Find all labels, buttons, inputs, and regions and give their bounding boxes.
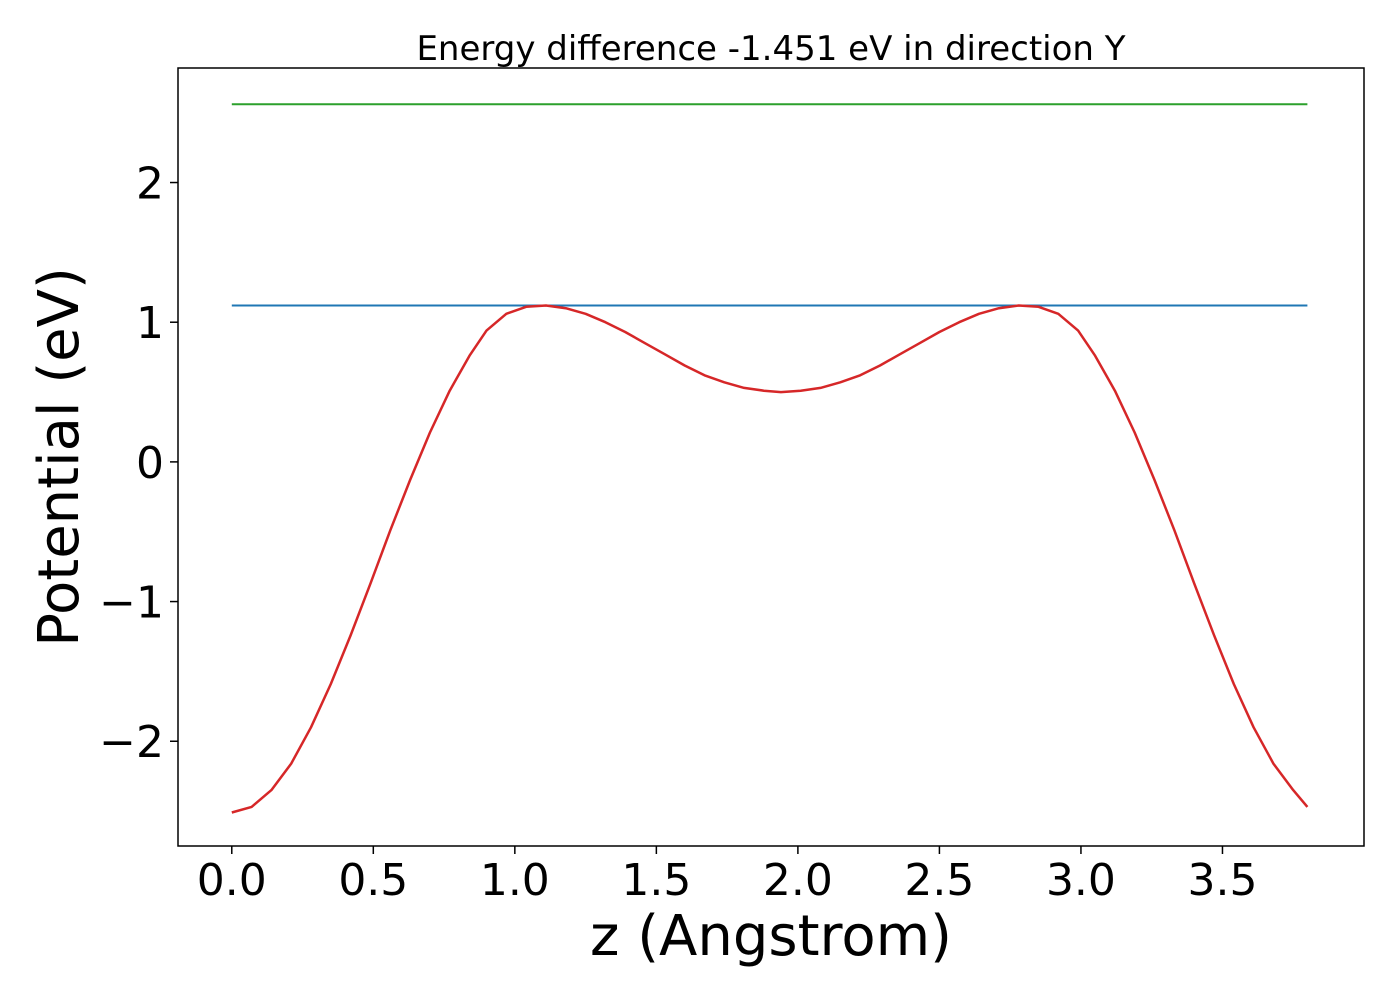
- y-axis: −2 −1 0 1 2: [99, 159, 178, 768]
- x-tick-label: 3.5: [1187, 855, 1257, 906]
- y-tick-label: 2: [136, 159, 164, 210]
- chart-title: Energy difference -1.451 eV in direction…: [416, 29, 1125, 69]
- x-tick-label: 1.0: [480, 855, 550, 906]
- x-tick-label: 1.5: [621, 855, 691, 906]
- x-axis: 0.0 0.5 1.0 1.5 2.0 2.5 3.0 3.5: [197, 846, 1257, 906]
- x-axis-label: z (Angstrom): [590, 904, 952, 969]
- x-tick-label: 2.5: [904, 855, 974, 906]
- y-tick-label: −2: [99, 717, 164, 768]
- x-tick-label: 0.0: [197, 855, 267, 906]
- x-tick-label: 3.0: [1046, 855, 1116, 906]
- y-axis-label: Potential (eV): [27, 267, 92, 647]
- y-tick-label: −1: [99, 578, 164, 629]
- y-tick-label: 0: [136, 438, 164, 489]
- x-tick-label: 2.0: [763, 855, 833, 906]
- y-tick-label: 1: [136, 298, 164, 349]
- plot-frame: [177, 67, 1365, 847]
- x-tick-label: 0.5: [338, 855, 408, 906]
- potential-curve: [231, 304, 1309, 814]
- series-layer: [231, 103, 1309, 814]
